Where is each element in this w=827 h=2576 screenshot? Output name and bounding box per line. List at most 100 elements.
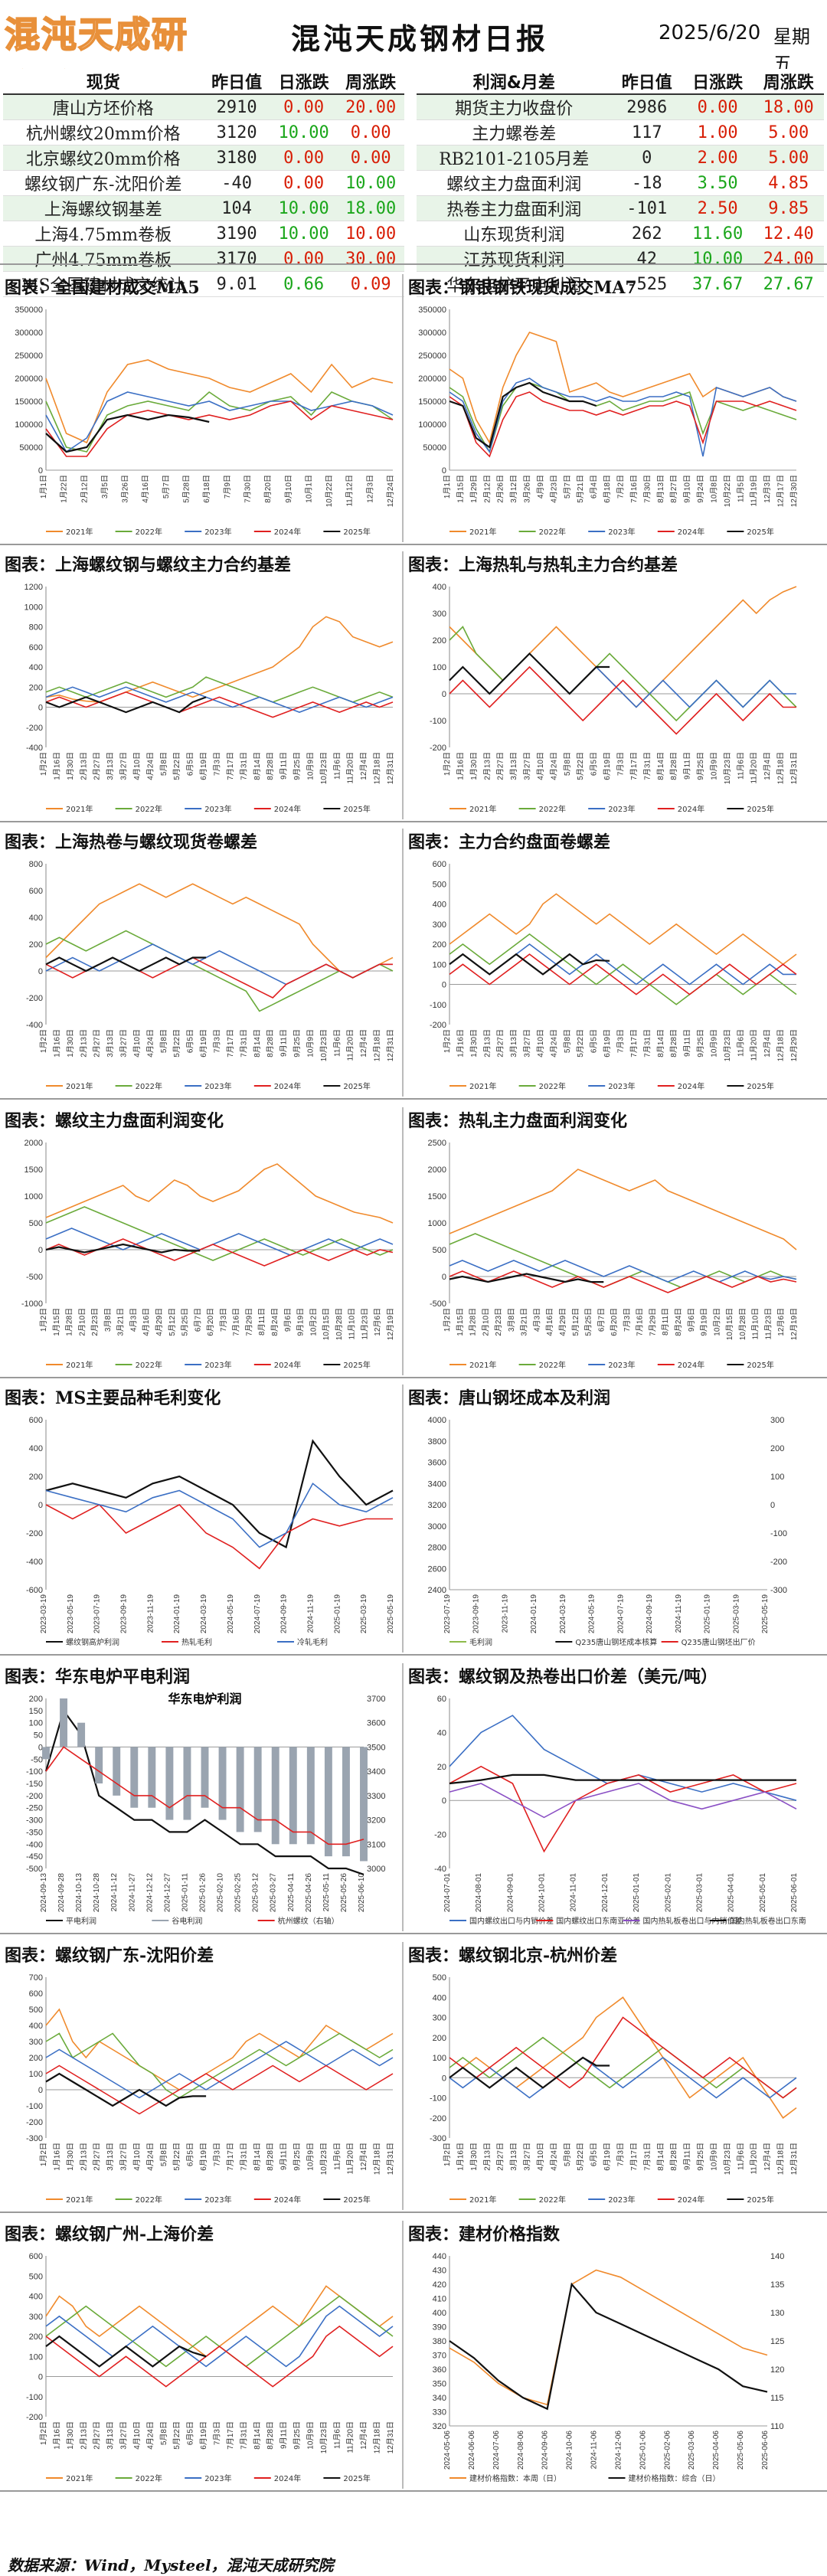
y-tick-label: -200 bbox=[26, 2413, 43, 2422]
x-tick-label: 12月18日 bbox=[373, 2421, 382, 2453]
x-tick-label: 2023-03-19 bbox=[40, 1594, 48, 1634]
x-tick-label: 12月17日 bbox=[776, 475, 786, 507]
x-tick-label: 2024-01-19 bbox=[530, 1594, 538, 1634]
x-tick-label: 2024-08-06 bbox=[517, 2431, 525, 2470]
x-tick-label: 8月14日 bbox=[253, 752, 262, 780]
x-tick-label: 6月18日 bbox=[603, 475, 612, 503]
x-tick-label: 2024-01-19 bbox=[173, 1594, 181, 1634]
x-tick-label: 8月28日 bbox=[266, 2143, 275, 2171]
x-tick-label: 3月13日 bbox=[509, 752, 518, 780]
chart-panel-c13: 图表：螺纹钢广东-沈阳价差 -300 -200 -100 0 100 200 300 400 50… bbox=[0, 1942, 402, 2215]
x-tick-label: 2025-02-10 bbox=[217, 1873, 225, 1913]
x-tick-label: 1月30日 bbox=[66, 1029, 75, 1058]
x-tick-label: 11月6日 bbox=[736, 2143, 745, 2170]
y-tick-label: 350 bbox=[433, 2380, 446, 2389]
series-line bbox=[449, 933, 797, 1005]
y-tick-label: 3400 bbox=[428, 1479, 446, 1489]
x-tick-label: 2023-07-19 bbox=[443, 1594, 452, 1634]
table-cell-value: 3190 bbox=[203, 221, 270, 247]
x-tick-label: 11月20日 bbox=[750, 752, 759, 784]
y-tick-label: 410 bbox=[433, 2295, 446, 2304]
x-tick-label: 3月13日 bbox=[106, 2143, 115, 2171]
series-line bbox=[45, 930, 394, 1012]
series-line bbox=[45, 1243, 201, 1254]
x-tick-label: 9月25日 bbox=[293, 1029, 302, 1058]
x-tick-label: 5月22日 bbox=[576, 752, 585, 780]
x-tick-label: 2024-12-27 bbox=[163, 1873, 172, 1913]
x-tick-label: 7月3日 bbox=[623, 1308, 632, 1332]
y-tick-label: -350 bbox=[26, 1828, 43, 1837]
logo-text: 混沌天成研究院 bbox=[4, 13, 188, 110]
series-line bbox=[45, 616, 394, 703]
series-line bbox=[45, 676, 394, 703]
profit-spread-table: 利润&月差 昨日值 日涨跌 周涨跌 期货主力收盘价 2986 0.00 18.00 主力螺卷差 1… bbox=[417, 69, 824, 297]
table-cell-day: 11.60 bbox=[682, 221, 753, 247]
y-tick-label: 250000 bbox=[418, 351, 446, 361]
chart-panel-c10: 图表：唐山钢坯成本及利润 2400 2600 2800 3000 3200 3400 3600… bbox=[404, 1384, 806, 1657]
y-tick-label: -300 bbox=[430, 2134, 446, 2143]
legend-label: 2024年 bbox=[274, 527, 301, 537]
bar-mark bbox=[236, 1747, 244, 1832]
legend-label: 建材价格指数：综合（日） bbox=[629, 2473, 721, 2483]
y-tick-label: 320 bbox=[433, 2422, 446, 2431]
series-line bbox=[449, 1273, 604, 1283]
chart-svg: -600 -400 -200 0 200 400 600 2023-03-19 2023-05-… bbox=[26, 1416, 395, 1647]
legend-label: 2023年 bbox=[204, 804, 231, 814]
y-tick-label: 200 bbox=[29, 1473, 43, 1482]
legend-label: 2021年 bbox=[469, 1360, 496, 1370]
x-tick-label: 2024-03-19 bbox=[559, 1594, 567, 1634]
x-tick-label: 2024-07-19 bbox=[253, 1594, 262, 1634]
series-line bbox=[45, 391, 394, 453]
x-tick-label: 4月23日 bbox=[549, 475, 558, 503]
y-tick-label: 400 bbox=[29, 914, 43, 923]
x-tick-label: 3月26日 bbox=[121, 475, 130, 503]
y-tick-label: 400 bbox=[29, 1444, 43, 1453]
x-tick-label: 10月15日 bbox=[322, 1308, 331, 1340]
series-line bbox=[45, 2335, 207, 2368]
x-tick-label: 10月15日 bbox=[725, 1308, 734, 1340]
y-tick-label: 0 bbox=[442, 2074, 446, 2083]
table-cell-day: 2.50 bbox=[682, 195, 753, 221]
legend-label: 国内热轧板卷出口东南亚价差 bbox=[730, 1916, 806, 1926]
chart-svg: -200 -100 0 100 200 300 400 1月2日 1月16日 1月30日 2月13日… bbox=[430, 583, 799, 814]
bar-mark bbox=[148, 1747, 156, 1808]
x-tick-label: 10月23日 bbox=[723, 752, 732, 784]
x-tick-label: 7月3日 bbox=[219, 1308, 228, 1332]
y-tick-label: 600 bbox=[433, 860, 446, 869]
x-tick-label: 6月5日 bbox=[186, 2421, 195, 2445]
x-tick-label: 5月8日 bbox=[563, 752, 572, 776]
x-tick-label: 8月14日 bbox=[656, 1029, 665, 1058]
x-tick-label: 2025-04-26 bbox=[305, 1873, 313, 1913]
x-tick-label: 10月2日 bbox=[712, 1308, 721, 1336]
x-tick-label: 6月5日 bbox=[590, 1029, 599, 1053]
x-tick-label: 10月28日 bbox=[335, 1308, 344, 1340]
series-line bbox=[45, 414, 210, 453]
x-tick-label: 7月2日 bbox=[616, 475, 626, 499]
y-tick-label: 200 bbox=[29, 2332, 43, 2342]
x-tick-label: 5月25日 bbox=[181, 1308, 190, 1336]
x-tick-label: 2025-05-26 bbox=[340, 1873, 348, 1913]
x-tick-label: 9月11日 bbox=[683, 752, 692, 780]
y-tick-label: 100 bbox=[433, 663, 446, 672]
chart-svg: -300 -200 -100 0 100 200 300 400 500 600 700 1月2日 1月… bbox=[26, 1973, 395, 2205]
x-tick-label: 2月12日 bbox=[482, 475, 492, 503]
legend-label: 2023年 bbox=[204, 1360, 231, 1370]
y-tick-label: 100 bbox=[29, 1719, 43, 1728]
x-tick-label: 1月30日 bbox=[66, 2421, 75, 2450]
chart-subtitle: 华东电炉利润 bbox=[168, 1692, 241, 1706]
x-tick-label: 2月13日 bbox=[79, 2421, 88, 2450]
y-tick-label: 200 bbox=[29, 683, 43, 692]
table-cell-name: 期货主力收盘价 bbox=[417, 94, 612, 120]
x-tick-label: 3月21日 bbox=[520, 1308, 529, 1336]
series-line bbox=[449, 378, 797, 457]
table-cell-name: 上海4.75mm卷板 bbox=[3, 221, 204, 247]
y2-tick-label: 300 bbox=[770, 1416, 784, 1425]
x-tick-label: 3月13日 bbox=[106, 1029, 115, 1058]
x-tick-label: 8月28日 bbox=[669, 2143, 678, 2171]
x-tick-label: 2024-11-06 bbox=[590, 2431, 599, 2470]
y-tick-label: 300 bbox=[433, 920, 446, 930]
x-tick-label: 9月11日 bbox=[683, 1029, 692, 1057]
chart-title: 图表：热轧主力盘面利润变化 bbox=[408, 1111, 628, 1131]
x-tick-label: 8月28日 bbox=[266, 1029, 275, 1058]
y-tick-label: 200 bbox=[433, 940, 446, 950]
